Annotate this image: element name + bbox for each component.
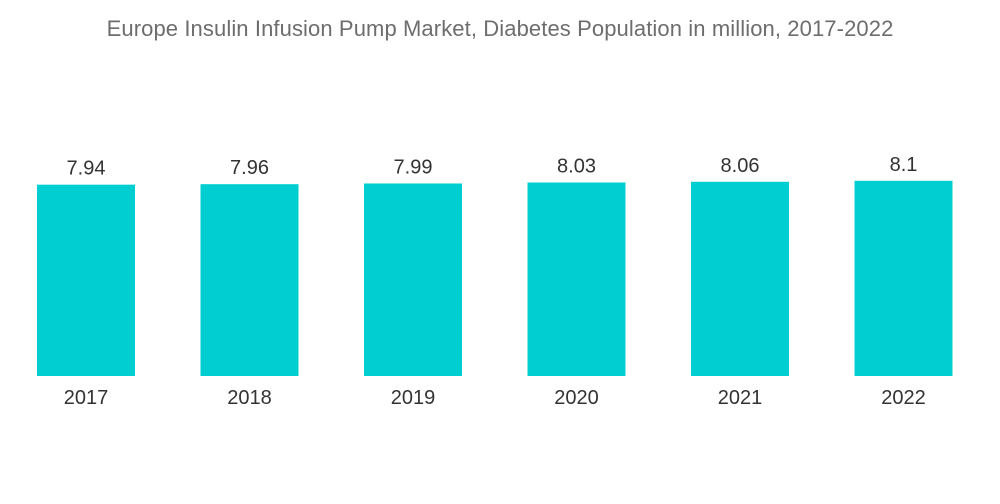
x-tick-label-2022: 2022 <box>881 387 926 409</box>
bar-2018 <box>200 184 299 376</box>
chart-title: Europe Insulin Infusion Pump Market, Dia… <box>106 16 894 41</box>
x-tick-label-2020: 2020 <box>554 387 599 409</box>
bar-2022 <box>854 180 953 376</box>
x-tick-label-2017: 2017 <box>64 387 109 409</box>
x-tick-label-2021: 2021 <box>718 387 763 409</box>
value-label-2017: 7.94 <box>67 158 106 180</box>
bar-2017 <box>37 184 135 376</box>
value-label-2019: 7.99 <box>394 156 433 178</box>
value-label-2018: 7.96 <box>230 157 269 179</box>
value-label-2020: 8.03 <box>557 156 596 178</box>
value-label-2022: 8.1 <box>890 154 918 176</box>
bar-2020 <box>527 182 626 376</box>
x-tick-label-2018: 2018 <box>227 387 272 409</box>
x-tick-label-2019: 2019 <box>391 387 436 409</box>
bar-2021 <box>691 181 789 376</box>
value-label-2021: 8.06 <box>721 155 760 177</box>
bar-2019 <box>364 183 462 376</box>
